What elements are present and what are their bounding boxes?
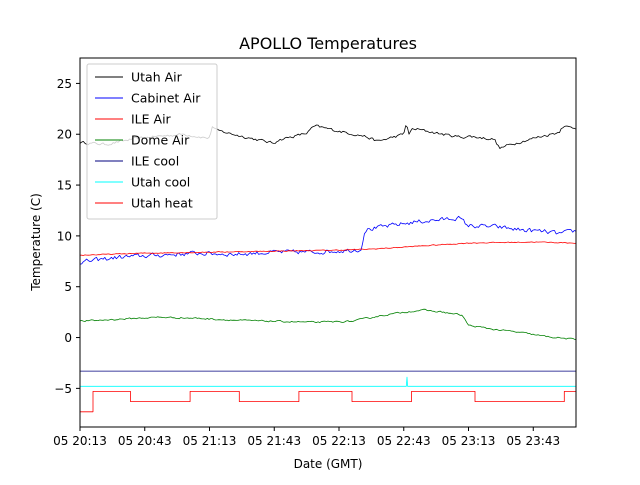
y-tick-label: 20 bbox=[57, 128, 72, 142]
legend-label: Utah Air bbox=[131, 70, 183, 85]
y-tick-label: 15 bbox=[57, 179, 72, 193]
series-line-cabinet-air bbox=[80, 215, 576, 265]
plot-frame bbox=[79, 57, 577, 428]
x-tick-label: 05 21:13 bbox=[183, 434, 237, 448]
legend-label: Utah heat bbox=[131, 196, 193, 211]
series-layer bbox=[80, 124, 576, 413]
series-line-utah-cool bbox=[80, 376, 576, 387]
x-tick-label: 05 20:13 bbox=[53, 434, 107, 448]
x-tick-label: 05 21:43 bbox=[247, 434, 301, 448]
x-tick-label: 05 22:43 bbox=[377, 434, 431, 448]
legend-label: Dome Air bbox=[131, 133, 190, 148]
x-tick-label: 05 23:43 bbox=[506, 434, 560, 448]
legend-label: ILE Air bbox=[131, 112, 172, 127]
series-line-ile-air bbox=[80, 241, 576, 256]
plot-border bbox=[79, 57, 577, 428]
x-tick-label: 05 22:13 bbox=[312, 434, 366, 448]
legend: Utah Air Cabinet Air ILE Air Dome Air ILE co… bbox=[86, 63, 218, 220]
legend-box bbox=[86, 63, 218, 220]
legend-label: Cabinet Air bbox=[131, 91, 201, 106]
legend-label: ILE cool bbox=[131, 154, 179, 169]
y-tick-label: 0 bbox=[64, 331, 72, 345]
legend-label: Utah cool bbox=[131, 175, 190, 190]
y-tick-label: 25 bbox=[57, 77, 72, 91]
x-tick-label: 05 20:43 bbox=[118, 434, 172, 448]
x-tick-label: 05 23:13 bbox=[442, 434, 496, 448]
chart-title: APOLLO Temperatures bbox=[239, 34, 417, 53]
y-tick-label: 5 bbox=[64, 280, 72, 294]
series-line-utah-heat bbox=[80, 391, 576, 413]
series-line-dome-air bbox=[80, 308, 576, 341]
y-tick-label: 10 bbox=[57, 229, 72, 243]
y-axis-label: Temperature (C) bbox=[29, 193, 43, 292]
y-tick-label: −5 bbox=[54, 382, 72, 396]
x-axis-label: Date (GMT) bbox=[294, 457, 363, 471]
axis-ticks: 05 20:13 05 20:43 05 21:13 05 21:43 05 22:13… bbox=[53, 77, 560, 448]
